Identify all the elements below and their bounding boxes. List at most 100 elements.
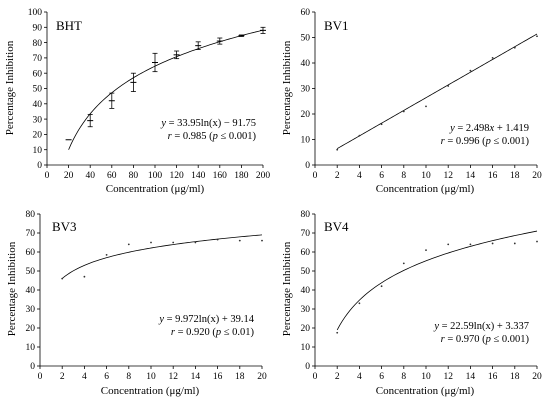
x-tick-label: 2 — [335, 171, 340, 181]
x-tick-label: 16 — [213, 372, 223, 382]
data-point — [216, 238, 219, 241]
data-points — [336, 35, 538, 151]
data-point — [195, 41, 202, 50]
y-tick-label: 40 — [26, 286, 36, 296]
y-tick-label: 80 — [301, 210, 311, 220]
chart-bht: 0 10 20 30 40 50 60 70 80 90 100 0 20 40 60 80 100 120 14… — [4, 8, 271, 195]
data-points — [336, 240, 538, 334]
x-tick-label: 4 — [357, 372, 362, 382]
data-point — [447, 243, 450, 246]
x-tick-label: 18 — [235, 372, 245, 382]
x-tick-label: 20 — [532, 171, 542, 181]
y-tick-label: 0 — [305, 161, 310, 171]
data-point — [150, 241, 152, 244]
y-tick-label: 20 — [301, 110, 311, 120]
x-tick-label: 14 — [466, 372, 476, 382]
plot-area: 0 10 20 30 40 50 60 0 2 4 6 8 10 12 14 16 18 20 — [301, 8, 543, 181]
x-tick-label: 200 — [256, 171, 271, 181]
x-tick-label: 100 — [148, 171, 163, 181]
data-point — [152, 52, 158, 73]
chart-bv1: 0 10 20 30 40 50 60 0 2 4 6 8 10 12 14 16 18 20 BV1 y = … — [281, 8, 543, 195]
x-axis-title: Concentration (μg/ml) — [101, 385, 200, 397]
x-tick-label: 8 — [401, 372, 406, 382]
x-tick-label: 12 — [168, 372, 178, 382]
y-tick-label: 80 — [26, 210, 36, 220]
y-axis-title: Percentage Inhibition — [6, 241, 18, 336]
x-tick-label: 12 — [443, 171, 453, 181]
x-axis-title: Concentration (μg/ml) — [106, 183, 205, 195]
data-point — [491, 57, 494, 59]
y-tick-label: 60 — [301, 8, 311, 18]
data-point — [336, 331, 339, 334]
x-tick-label: 4 — [82, 372, 87, 382]
data-point — [358, 134, 361, 137]
plot-area: 0 10 20 30 40 50 60 70 80 0 2 4 6 8 10 12 14 16 18 20 — [301, 210, 543, 382]
data-point — [536, 35, 538, 38]
x-tick-label: 180 — [234, 171, 249, 181]
x-tick-label: 20 — [64, 171, 74, 181]
x-tick-label: 120 — [169, 171, 184, 181]
x-tick-label: 10 — [421, 372, 431, 382]
y-tick-label: 50 — [301, 34, 311, 44]
data-point — [61, 277, 64, 280]
x-tick-label: 160 — [213, 171, 228, 181]
x-tick-label: 60 — [107, 171, 117, 181]
y-tick-label: 90 — [33, 24, 43, 34]
data-point — [238, 34, 245, 37]
data-point — [469, 243, 472, 246]
x-tick-label: 2 — [60, 372, 65, 382]
data-point — [130, 72, 137, 92]
y-tick-label: 70 — [33, 54, 43, 64]
x-tick-label: 0 — [45, 171, 50, 181]
data-point — [380, 123, 383, 126]
x-tick-label: 8 — [126, 372, 131, 382]
data-point — [87, 114, 94, 128]
data-point — [172, 241, 175, 244]
x-tick-label: 14 — [466, 171, 476, 181]
y-tick-label: 20 — [33, 131, 43, 141]
data-point — [194, 241, 197, 244]
y-tick-label: 40 — [301, 286, 311, 296]
x-tick-label: 0 — [313, 372, 318, 382]
fit-curve — [61, 234, 263, 279]
x-tick-label: 16 — [488, 171, 498, 181]
data-point — [260, 26, 266, 34]
data-point — [261, 239, 263, 242]
fit-curve — [336, 230, 538, 331]
x-ticks: 0 20 40 60 80 100 120 140 160 180 200 — [45, 165, 271, 181]
y-tick-label: 30 — [301, 305, 311, 315]
y-tick-label: 70 — [26, 229, 36, 239]
y-tick-label: 0 — [30, 362, 35, 372]
x-tick-label: 14 — [191, 372, 201, 382]
data-point — [83, 275, 86, 278]
regression-stats: r = 0.920 (p ≤ 0.01) — [171, 327, 255, 338]
x-tick-label: 12 — [443, 372, 453, 382]
data-point — [402, 262, 405, 265]
y-tick-label: 30 — [301, 85, 311, 95]
y-ticks: 0 10 20 30 40 50 60 — [301, 8, 315, 171]
data-point — [425, 105, 427, 108]
y-tick-label: 40 — [301, 59, 311, 69]
y-tick-label: 50 — [33, 85, 43, 95]
x-tick-label: 10 — [421, 171, 431, 181]
x-tick-label: 80 — [129, 171, 139, 181]
fit-curve — [68, 29, 264, 150]
regression-stats: r = 0.970 (p ≤ 0.001) — [441, 334, 530, 345]
x-tick-label: 40 — [85, 171, 95, 181]
regression-stats: r = 0.996 (p ≤ 0.001) — [441, 136, 530, 147]
data-point — [238, 239, 241, 242]
x-tick-label: 20 — [532, 372, 542, 382]
regression-equation: y = 9.972ln(x) + 39.14 — [158, 314, 254, 325]
y-tick-label: 0 — [305, 362, 310, 372]
y-tick-label: 30 — [26, 305, 36, 315]
data-point — [447, 85, 450, 87]
y-tick-label: 60 — [301, 248, 311, 258]
x-axis-title: Concentration (μg/ml) — [376, 385, 475, 397]
plot-area: 0 10 20 30 40 50 60 70 80 90 100 0 20 40 60 80 100 120 14… — [28, 8, 271, 181]
x-tick-label: 2 — [335, 372, 340, 382]
x-ticks: 0 2 4 6 8 10 12 14 16 18 20 — [313, 165, 542, 181]
y-tick-label: 70 — [301, 229, 311, 239]
data-point — [358, 302, 361, 305]
